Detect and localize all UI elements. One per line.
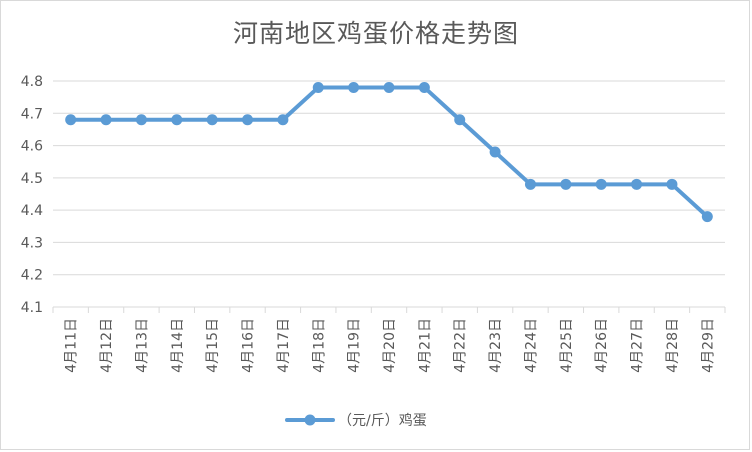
x-tick-label: 4月17日 (276, 318, 292, 373)
data-point (277, 114, 289, 126)
data-point (489, 146, 501, 158)
y-tick-label: 4.7 (21, 106, 43, 122)
x-tick-label: 4月12日 (99, 318, 115, 373)
x-tick-label: 4月16日 (241, 318, 257, 373)
x-tick-label: 4月23日 (488, 318, 504, 373)
x-tick-label: 4月19日 (347, 318, 363, 373)
x-tick-label: 4月24日 (523, 318, 539, 373)
x-axis-ticks: 4月11日 4月12日 4月13日 4月14日 4月15日 4月16日 4月17日 4月18日… (52, 307, 726, 373)
x-tick-label: 4月13日 (134, 318, 150, 373)
x-tick-label: 4月29日 (700, 318, 716, 373)
data-point (171, 114, 183, 126)
series-layer (65, 81, 713, 223)
data-point (312, 81, 324, 93)
data-point (701, 211, 713, 223)
data-point (595, 178, 607, 190)
data-point (65, 114, 77, 126)
y-tick-label: 4.3 (21, 235, 43, 251)
series-line (68, 85, 710, 219)
x-tick-label: 4月11日 (64, 318, 80, 373)
data-point (631, 178, 643, 190)
data-point (666, 178, 678, 190)
data-point (524, 178, 536, 190)
x-tick-label: 4月25日 (559, 318, 575, 373)
y-tick-label: 4.1 (21, 300, 43, 316)
data-point (242, 114, 254, 126)
y-tick-label: 4.6 (21, 139, 43, 155)
x-tick-label: 4月15日 (205, 318, 221, 373)
y-tick-label: 4.8 (21, 74, 43, 90)
data-point (560, 178, 572, 190)
legend: （元/斤）鸡蛋 (285, 412, 427, 429)
data-point (418, 81, 430, 93)
gridlines (53, 80, 725, 308)
y-axis-ticks: 4.1 4.2 4.3 4.4 4.5 4.6 4.7 4.8 (21, 74, 43, 316)
x-tick-label: 4月18日 (311, 318, 327, 373)
x-tick-label: 4月28日 (665, 318, 681, 373)
data-point (348, 81, 360, 93)
legend-marker (304, 414, 316, 426)
y-tick-label: 4.4 (21, 203, 43, 219)
y-tick-label: 4.2 (21, 268, 43, 284)
x-tick-label: 4月21日 (417, 318, 433, 373)
legend-label: （元/斤）鸡蛋 (338, 412, 427, 429)
y-tick-label: 4.5 (21, 171, 43, 187)
x-tick-label: 4月26日 (594, 318, 610, 373)
data-point (135, 114, 147, 126)
x-tick-label: 4月22日 (453, 318, 469, 373)
x-tick-label: 4月20日 (382, 318, 398, 373)
data-point (383, 81, 395, 93)
x-tick-label: 4月14日 (170, 318, 186, 373)
data-point (100, 114, 112, 126)
x-tick-label: 4月27日 (630, 318, 646, 373)
data-point (206, 114, 218, 126)
data-point (454, 114, 466, 126)
chart-title: 河南地区鸡蛋价格走势图 (232, 19, 519, 48)
